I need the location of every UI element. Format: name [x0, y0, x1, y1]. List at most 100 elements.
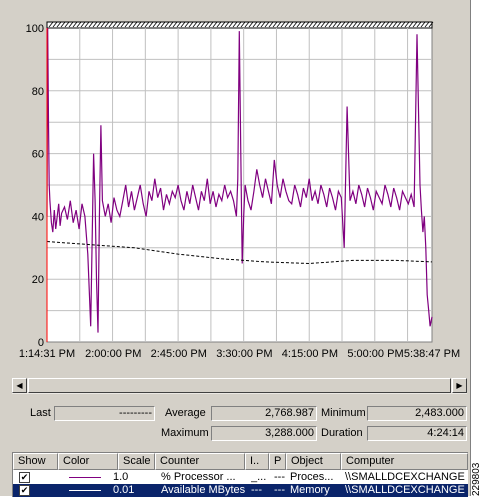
hatch-mark: [144, 21, 150, 28]
hatch-mark: [140, 21, 146, 28]
x-tick-label: 5:38:47 PM: [404, 348, 460, 360]
figure-id: 229803: [471, 462, 482, 496]
hatch-mark: [216, 21, 222, 28]
y-tick-label: 40: [32, 211, 44, 223]
hatch-mark: [268, 21, 274, 28]
scale-cell: 1.0: [113, 471, 129, 483]
computer-cell: \\SMALLDCEXCHANGE: [345, 484, 465, 496]
scroll-right-button[interactable]: ▶: [452, 378, 467, 393]
hatch-mark: [212, 21, 218, 28]
y-tick-label: 20: [32, 274, 44, 286]
hatch-mark: [332, 21, 338, 28]
show-checkbox[interactable]: ✔: [19, 472, 30, 483]
hatch-mark: [244, 21, 250, 28]
hatch-mark: [368, 21, 374, 28]
time-range-scrollbar[interactable]: ◀ ▶: [12, 378, 467, 394]
hatch-mark: [100, 21, 106, 28]
average-value: 2,768.987: [211, 406, 317, 421]
counter-row[interactable]: ✔ 1.0 % Processor ... _... --- Proces...…: [13, 471, 468, 484]
hatch-mark: [68, 21, 74, 28]
hatch-mark: [280, 21, 286, 28]
time-bar-hatch: [48, 21, 434, 28]
time-bar: [46, 21, 433, 29]
hatch-mark: [308, 21, 314, 28]
hatch-mark: [48, 21, 54, 28]
hatch-mark: [320, 21, 326, 28]
series-lines: [46, 27, 433, 333]
hatch-mark: [112, 21, 118, 28]
show-checkbox[interactable]: ✔: [19, 485, 30, 496]
column-header-parent[interactable]: P: [269, 453, 286, 470]
performance-monitor: 0 20 40 60 80 100 1:14:31 PM 2:00:00 PM 2:45:00…: [0, 0, 471, 497]
hatch-mark: [248, 21, 254, 28]
hatch-mark: [356, 21, 362, 28]
hatch-mark: [276, 21, 282, 28]
hatch-mark: [316, 21, 322, 28]
hatch-mark: [116, 21, 122, 28]
check-icon: ✔: [20, 485, 29, 495]
hatch-mark: [128, 21, 134, 28]
hatch-mark: [200, 21, 206, 28]
x-tick-label: 4:15:00 PM: [282, 348, 338, 360]
series-line-memory: [46, 241, 433, 265]
x-tick-label: 1:14:31 PM: [19, 348, 75, 360]
hatch-mark: [424, 21, 430, 28]
chart: 0 20 40 60 80 100 1:14:31 PM 2:00:00 PM 2:45:00…: [19, 21, 460, 360]
hatch-mark: [352, 21, 358, 28]
hatch-mark: [64, 21, 70, 28]
hatch-mark: [160, 21, 166, 28]
column-header-scale[interactable]: Scale: [118, 453, 155, 470]
x-tick-label: 2:45:00 PM: [151, 348, 207, 360]
hatch-mark: [264, 21, 270, 28]
hatch-mark: [416, 21, 422, 28]
hatch-mark: [328, 21, 334, 28]
series-line-processor: [46, 27, 433, 333]
hatch-mark: [404, 21, 410, 28]
maximum-label: Maximum: [161, 427, 209, 439]
column-header-color[interactable]: Color: [58, 453, 118, 470]
x-axis: 1:14:31 PM 2:00:00 PM 2:45:00 PM 3:30:00 PM…: [19, 348, 460, 360]
object-cell: Memory: [290, 484, 330, 496]
hatch-mark: [412, 21, 418, 28]
hatch-mark: [228, 21, 234, 28]
counter-cell: Available MBytes: [161, 484, 245, 496]
color-swatch: [69, 477, 101, 478]
hatch-mark: [408, 21, 414, 28]
hatch-mark: [380, 21, 386, 28]
hatch-mark: [296, 21, 302, 28]
hatch-mark: [300, 21, 306, 28]
y-tick-label: 80: [32, 86, 44, 98]
color-swatch: [69, 490, 101, 491]
column-header-instance[interactable]: I..: [245, 453, 269, 470]
column-header-object[interactable]: Object: [286, 453, 341, 470]
hatch-mark: [260, 21, 266, 28]
column-header-show[interactable]: Show: [13, 453, 58, 470]
hatch-mark: [256, 21, 262, 28]
instance-cell: _...: [251, 471, 267, 483]
column-header-counter[interactable]: Counter: [155, 453, 245, 470]
hatch-mark: [192, 21, 198, 28]
hatch-mark: [56, 21, 62, 28]
hatch-mark: [220, 21, 226, 28]
hatch-mark: [240, 21, 246, 28]
hatch-mark: [364, 21, 370, 28]
hatch-mark: [188, 21, 194, 28]
counter-row-selected[interactable]: ✔ 0.01 Available MBytes --- --- Memory \…: [13, 484, 468, 497]
scroll-left-button[interactable]: ◀: [12, 378, 27, 393]
counter-list[interactable]: Show Color Scale Counter I.. P Object Co…: [12, 452, 468, 497]
hatch-mark: [176, 21, 182, 28]
hatch-mark: [272, 21, 278, 28]
hatch-mark: [420, 21, 426, 28]
column-header-computer[interactable]: Computer: [341, 453, 468, 470]
hatch-mark: [348, 21, 354, 28]
hatch-mark: [52, 21, 58, 28]
y-tick-label: 0: [38, 337, 44, 349]
hatch-mark: [152, 21, 158, 28]
hatch-mark: [72, 21, 78, 28]
hatch-mark: [312, 21, 318, 28]
hatch-mark: [208, 21, 214, 28]
hatch-mark: [92, 21, 98, 28]
scroll-left-icon: ◀: [16, 381, 23, 390]
scroll-thumb[interactable]: [28, 378, 451, 393]
average-label: Average: [165, 407, 206, 419]
